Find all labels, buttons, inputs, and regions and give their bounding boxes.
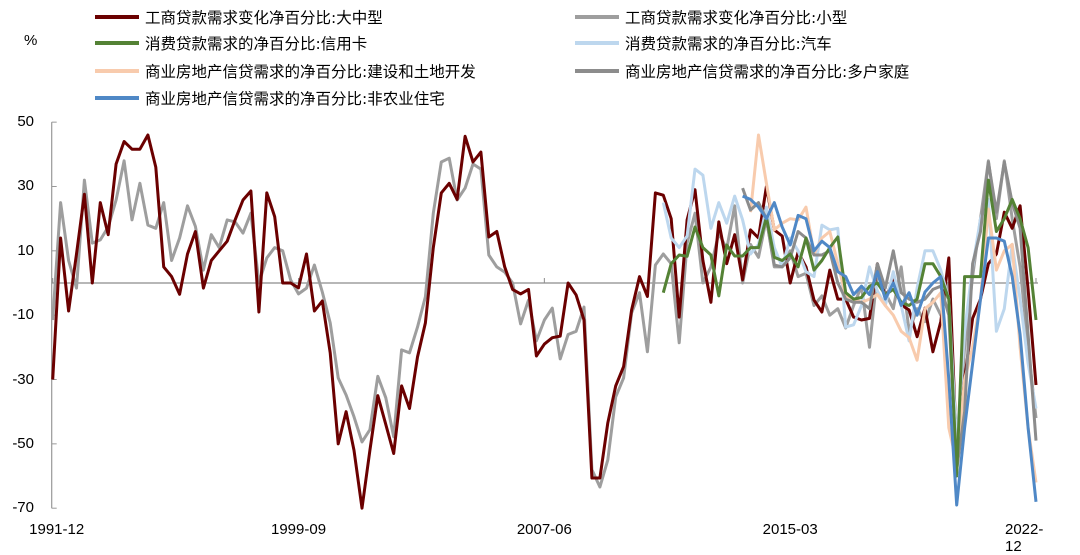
- legend-swatch: [575, 69, 619, 73]
- x-tick-label: 2015-03: [762, 521, 818, 538]
- legend-label: 商业房地产信贷需求的净百分比:多户家庭: [625, 63, 910, 81]
- legend: 工商贷款需求变化净百分比:大中型 工商贷款需求变化净百分比:小型 消费贷款需求的…: [0, 0, 1080, 115]
- legend-label: 工商贷款需求变化净百分比:小型: [625, 9, 848, 27]
- legend-item-nonfarm-residential: 商业房地产信贷需求的净百分比:非农业住宅: [95, 87, 445, 109]
- y-tick-label: 30: [17, 177, 34, 195]
- legend-item-construction: 商业房地产信贷需求的净百分比:建设和土地开发: [95, 60, 476, 82]
- legend-label: 消费贷款需求的净百分比:信用卡: [145, 35, 368, 53]
- legend-swatch: [95, 15, 139, 19]
- y-axis-unit: %: [24, 32, 38, 49]
- y-tick-label: 10: [17, 241, 34, 259]
- legend-label: 工商贷款需求变化净百分比:大中型: [145, 9, 383, 27]
- y-tick-label: -10: [12, 306, 34, 324]
- legend-swatch: [575, 41, 619, 45]
- series-line: [661, 178, 1038, 478]
- y-tick-label: -50: [12, 434, 34, 452]
- legend-item-small: 工商贷款需求变化净百分比:小型: [575, 6, 847, 28]
- y-tick-label: -70: [12, 499, 34, 517]
- y-tick-label: -30: [12, 370, 34, 388]
- legend-item-large-mid: 工商贷款需求变化净百分比:大中型: [95, 6, 383, 28]
- series-line: [51, 156, 1038, 489]
- legend-swatch: [95, 69, 139, 73]
- legend-label: 商业房地产信贷需求的净百分比:非农业住宅: [145, 90, 445, 108]
- x-tick-label: 1991-12: [29, 521, 85, 538]
- legend-label: 商业房地产信贷需求的净百分比:建设和土地开发: [145, 63, 476, 81]
- line-chart: [51, 121, 1038, 510]
- x-tick-label: 2022-12: [1005, 521, 1044, 555]
- y-tick-label: 50: [17, 113, 34, 131]
- series-line: [742, 194, 1038, 507]
- legend-swatch: [95, 41, 139, 45]
- legend-label: 消费贷款需求的净百分比:汽车: [625, 35, 832, 53]
- x-tick-label: 2007-06: [516, 521, 572, 538]
- legend-swatch: [575, 15, 619, 19]
- legend-swatch: [95, 96, 139, 100]
- legend-item-multifamily: 商业房地产信贷需求的净百分比:多户家庭: [575, 60, 909, 82]
- legend-item-auto: 消费贷款需求的净百分比:汽车: [575, 32, 832, 54]
- x-tick-label: 1999-09: [270, 521, 327, 538]
- legend-item-credit-card: 消费贷款需求的净百分比:信用卡: [95, 32, 367, 54]
